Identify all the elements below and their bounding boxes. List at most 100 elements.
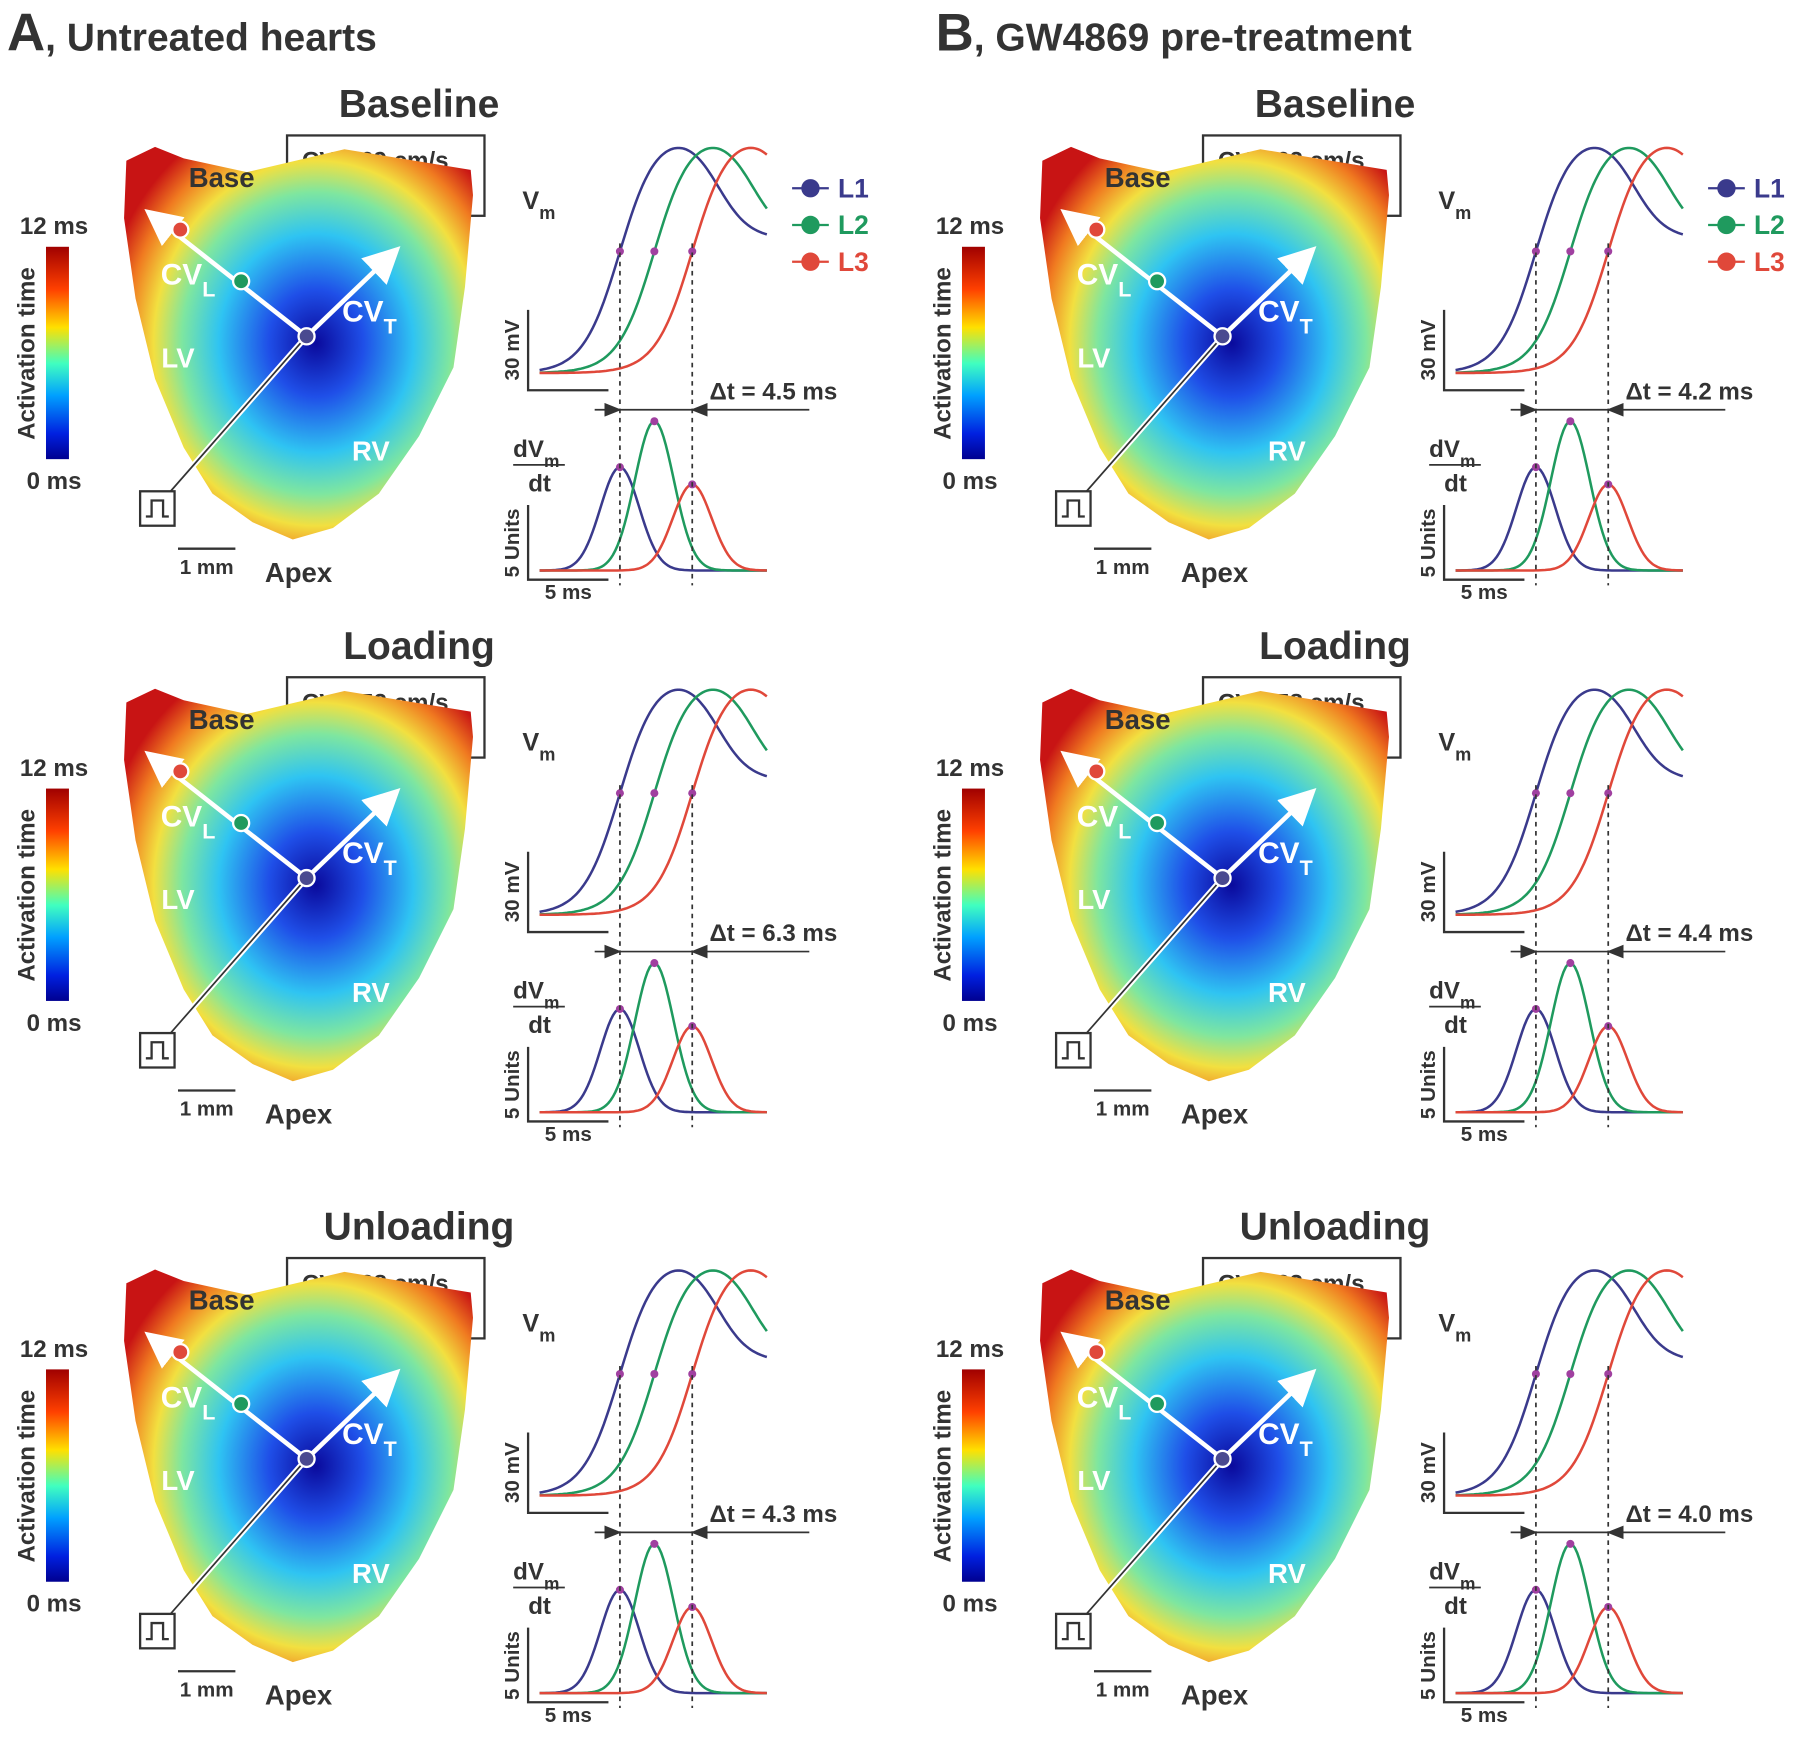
cv-l-label: CVL xyxy=(1077,259,1132,302)
stim-pulse xyxy=(145,1621,169,1641)
legend-label: L1 xyxy=(838,173,869,203)
vm-scale-label: 30 mV xyxy=(1417,1442,1440,1503)
dvdt-trace xyxy=(1455,483,1683,572)
scale-label: 1 mm xyxy=(180,1098,234,1121)
dvdt-label-part: dV xyxy=(513,978,544,1005)
vm-scale-label-part: 30 mV xyxy=(1417,861,1440,922)
vm-trace xyxy=(1455,146,1684,372)
delta-label: Δt = 6.3 ms xyxy=(709,920,837,947)
delta-label: Δt = 4.4 ms xyxy=(1625,920,1753,947)
upstroke-dot xyxy=(688,1369,697,1378)
dvdt-label-part: dV xyxy=(1429,978,1460,1005)
colorbar-max: 12 ms xyxy=(20,1336,88,1363)
base-label-part: Base xyxy=(189,162,255,193)
scale-label: 1 mm xyxy=(180,1679,234,1702)
rv-label: RV xyxy=(1268,435,1306,466)
dvdt-scale-label: 5 Units xyxy=(1417,1050,1440,1119)
rv-label: RV xyxy=(352,977,390,1008)
vm-label: Vm xyxy=(522,187,555,223)
colorbar-max-part: 12 ms xyxy=(20,213,88,240)
colorbar-min: 0 ms xyxy=(27,1010,82,1037)
vm-scale-label-part: 30 mV xyxy=(1417,1442,1440,1503)
stim-lead xyxy=(165,877,308,1039)
colorbar-min-part: 0 ms xyxy=(943,1010,998,1037)
dvdt-scale-label-part: 5 Units xyxy=(501,508,524,577)
vm-label-part: V xyxy=(1438,729,1455,757)
lv-label-part: LV xyxy=(1077,884,1111,915)
pacing-site xyxy=(297,868,316,888)
colorbar-title: Activation time xyxy=(930,267,957,440)
colorbar-title: Activation time xyxy=(14,809,41,982)
colorbar-max-part: 12 ms xyxy=(936,1336,1004,1363)
site-marker xyxy=(171,762,190,781)
upstroke-dot xyxy=(1566,789,1575,798)
condition-title-part: Unloading xyxy=(324,1206,515,1249)
time-scale-label: 5 ms xyxy=(1461,1704,1508,1727)
apex-label: Apex xyxy=(1181,557,1249,588)
cv-t-label-part: T xyxy=(1300,314,1313,338)
vm-scale-label: 30 mV xyxy=(1417,861,1440,922)
cv-l-label: CVL xyxy=(161,259,216,302)
legend-label-part: L1 xyxy=(838,173,869,203)
legend-label: L1 xyxy=(1754,173,1785,203)
dvdt-scale xyxy=(1442,1046,1525,1123)
cv-t-label-part: T xyxy=(384,314,397,338)
vm-trace xyxy=(539,146,768,372)
cv-t-label-part: T xyxy=(384,1437,397,1461)
site-marker xyxy=(1087,1342,1106,1362)
upstroke-dot xyxy=(1566,247,1575,256)
dvdt-denominator: dt xyxy=(528,1593,551,1620)
dvdt-denominator: dt xyxy=(1444,1593,1467,1620)
vm-scale xyxy=(1442,851,1525,934)
colorbar xyxy=(45,1369,69,1582)
stim-box xyxy=(138,490,176,527)
cv-t-label: CVT xyxy=(342,837,397,880)
lv-label: LV xyxy=(1077,342,1111,373)
site-marker xyxy=(231,272,251,291)
site-marker xyxy=(171,220,190,239)
colorbar-min: 0 ms xyxy=(943,468,998,495)
cv-t-label-part: CV xyxy=(1258,1418,1300,1451)
apex-label: Apex xyxy=(1181,1680,1249,1711)
base-label-part: Base xyxy=(1105,704,1171,735)
cv-t-arrow xyxy=(304,246,401,338)
dvdt-trace xyxy=(539,1007,767,1114)
dvdt-label-part: m xyxy=(1460,1573,1475,1593)
cv-l-label: CVL xyxy=(1077,800,1132,843)
colorbar-min: 0 ms xyxy=(27,1591,82,1618)
stim-box xyxy=(1054,490,1092,527)
lv-label: LV xyxy=(161,1465,195,1496)
scale-label-part: 1 mm xyxy=(180,1679,234,1702)
stim-lead xyxy=(165,1458,308,1620)
vm-trace xyxy=(1455,688,1684,916)
pacing-site xyxy=(1213,1449,1232,1469)
panel-heading: A, Untreated hearts xyxy=(7,4,377,63)
legend-marker xyxy=(801,179,820,198)
legend-label: L3 xyxy=(838,247,869,277)
cv-t-label-part: T xyxy=(1300,856,1313,880)
rv-label-part: RV xyxy=(1268,435,1306,466)
time-scale-label-part: 5 ms xyxy=(1461,1704,1508,1727)
cv-l-label-part: L xyxy=(202,819,215,843)
dvdt-scale xyxy=(1442,1627,1525,1704)
colorbar-title-part: Activation time xyxy=(930,809,957,982)
cv-t-label: CVT xyxy=(1258,295,1313,338)
colorbar-min-part: 0 ms xyxy=(943,468,998,495)
pacing-site xyxy=(1213,868,1232,888)
colorbar xyxy=(45,246,69,460)
vm-trace xyxy=(1455,688,1684,914)
delta-label-part: Δt = 4.2 ms xyxy=(1625,378,1753,405)
vm-trace xyxy=(1455,1269,1684,1497)
peak-dot xyxy=(1566,417,1575,426)
legend-label-part: L3 xyxy=(1754,247,1785,277)
site-marker xyxy=(1147,1394,1167,1414)
cv-l-label-part: L xyxy=(202,278,215,302)
dvdt-scale-label-part: 5 Units xyxy=(1417,1631,1440,1700)
vm-scale-label: 30 mV xyxy=(501,1442,524,1503)
dvdt-label-part: m xyxy=(544,451,559,471)
site-marker xyxy=(171,1342,190,1362)
dvdt-trace xyxy=(1455,1025,1683,1114)
delta-label-part: Δt = 4.0 ms xyxy=(1625,1501,1753,1528)
rv-label-part: RV xyxy=(1268,977,1306,1008)
